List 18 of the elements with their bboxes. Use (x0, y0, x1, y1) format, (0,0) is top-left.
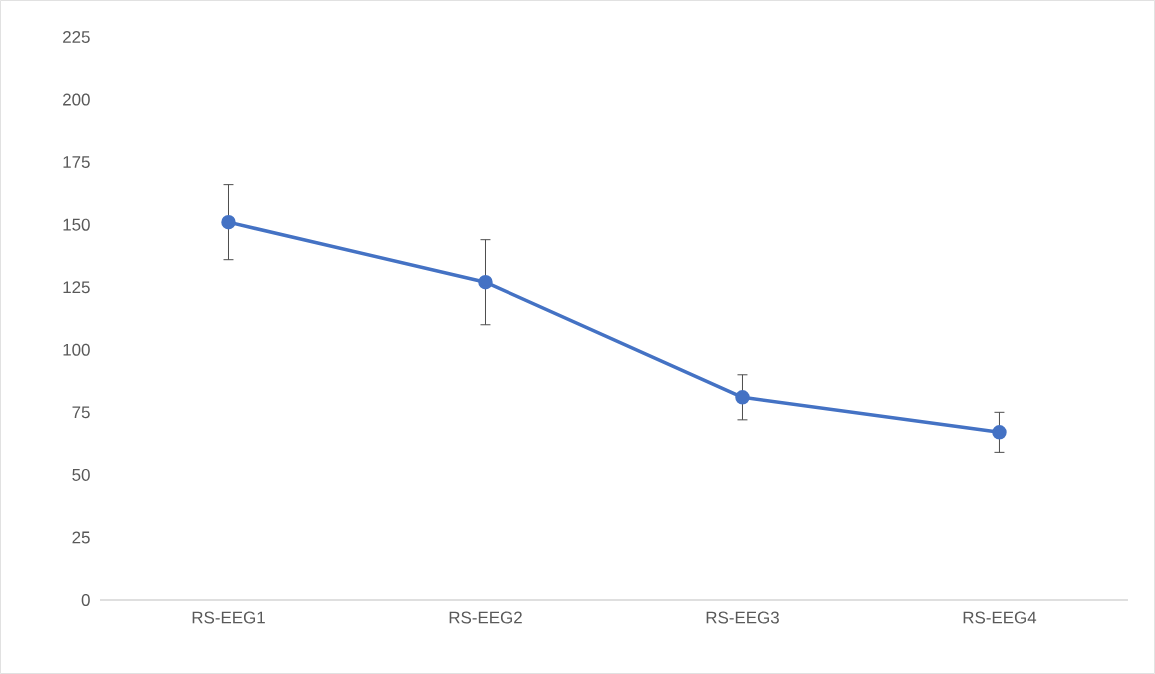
y-tick-label: 200 (63, 93, 90, 106)
y-tick-label: 75 (72, 406, 90, 419)
x-tick-label: RS-EEG1 (192, 611, 265, 624)
x-tick-label: RS-EEG4 (963, 611, 1037, 624)
y-tick-label: 225 (63, 30, 90, 43)
y-tick-label: 150 (63, 218, 90, 231)
y-tick-label: 100 (63, 343, 90, 356)
point (221, 214, 236, 230)
x-tick-label: RS-EEG3 (706, 611, 779, 624)
y-tick-label: 0 (81, 594, 90, 606)
y-tick-label: 50 (72, 468, 90, 481)
point (735, 390, 750, 405)
y-tick-label: 25 (72, 531, 90, 544)
y-tick-label: 125 (63, 281, 90, 294)
x-tick-label: RS-EEG2 (449, 611, 522, 624)
point (478, 274, 493, 290)
point (992, 425, 1007, 440)
y-tick-label: 175 (63, 156, 90, 169)
